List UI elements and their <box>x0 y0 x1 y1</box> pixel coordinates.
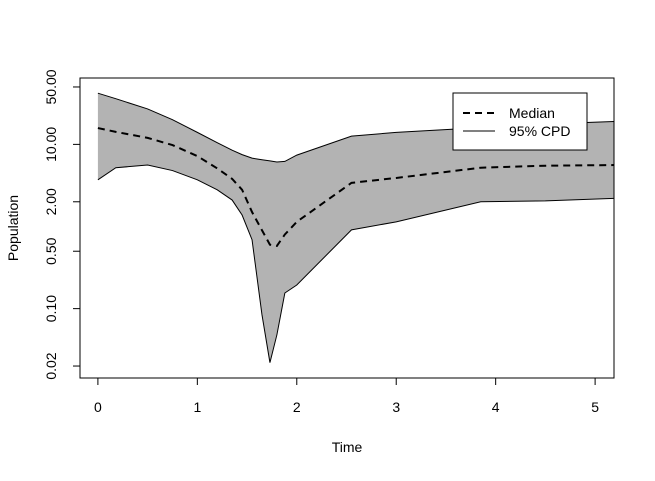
x-tick-label: 0 <box>94 399 102 415</box>
x-tick-label: 4 <box>492 399 500 415</box>
x-tick-label: 2 <box>293 399 301 415</box>
legend-label: 95% CPD <box>509 123 570 139</box>
x-tick-label: 5 <box>591 399 599 415</box>
x-axis-label: Time <box>332 439 363 455</box>
median-line <box>97 127 615 248</box>
band-upper <box>97 92 615 163</box>
y-tick-label: 10.00 <box>43 127 59 162</box>
y-axis-label: Population <box>5 195 21 261</box>
y-tick-label: 50.00 <box>43 69 59 104</box>
y-tick-label: 2.00 <box>43 188 59 215</box>
band-lower <box>97 164 615 363</box>
y-tick-label: 0.02 <box>43 352 59 379</box>
x-tick-label: 1 <box>193 399 201 415</box>
x-tick-label: 3 <box>392 399 400 415</box>
y-tick-label: 0.50 <box>43 237 59 264</box>
y-tick-label: 0.10 <box>43 295 59 322</box>
legend-box <box>452 92 588 151</box>
band <box>97 93 615 363</box>
legend-label: Median <box>509 105 555 121</box>
